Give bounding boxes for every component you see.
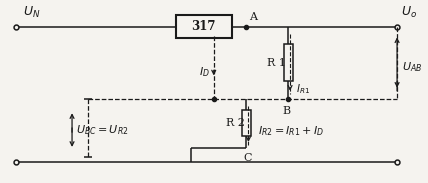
Text: $I_{R1}$: $I_{R1}$	[296, 82, 310, 96]
Text: $U_{BC}= U_{R2}$: $U_{BC}= U_{R2}$	[76, 123, 128, 137]
FancyBboxPatch shape	[175, 15, 232, 38]
Text: $I_D$: $I_D$	[199, 66, 210, 79]
Text: 317: 317	[192, 20, 216, 33]
Text: B: B	[282, 106, 290, 116]
Text: $I_{R2}= I_{R1}+ I_D$: $I_{R2}= I_{R1}+ I_D$	[259, 124, 324, 138]
Text: R 1: R 1	[267, 57, 286, 68]
Text: $U_N$: $U_N$	[24, 5, 41, 20]
Text: $U_{AB}$: $U_{AB}$	[402, 61, 422, 74]
Text: C: C	[243, 153, 252, 163]
Bar	[284, 44, 292, 81]
Text: $U_o$: $U_o$	[401, 5, 417, 20]
Text: A: A	[250, 12, 257, 22]
Text: R 2: R 2	[226, 118, 244, 128]
Bar	[242, 110, 251, 136]
